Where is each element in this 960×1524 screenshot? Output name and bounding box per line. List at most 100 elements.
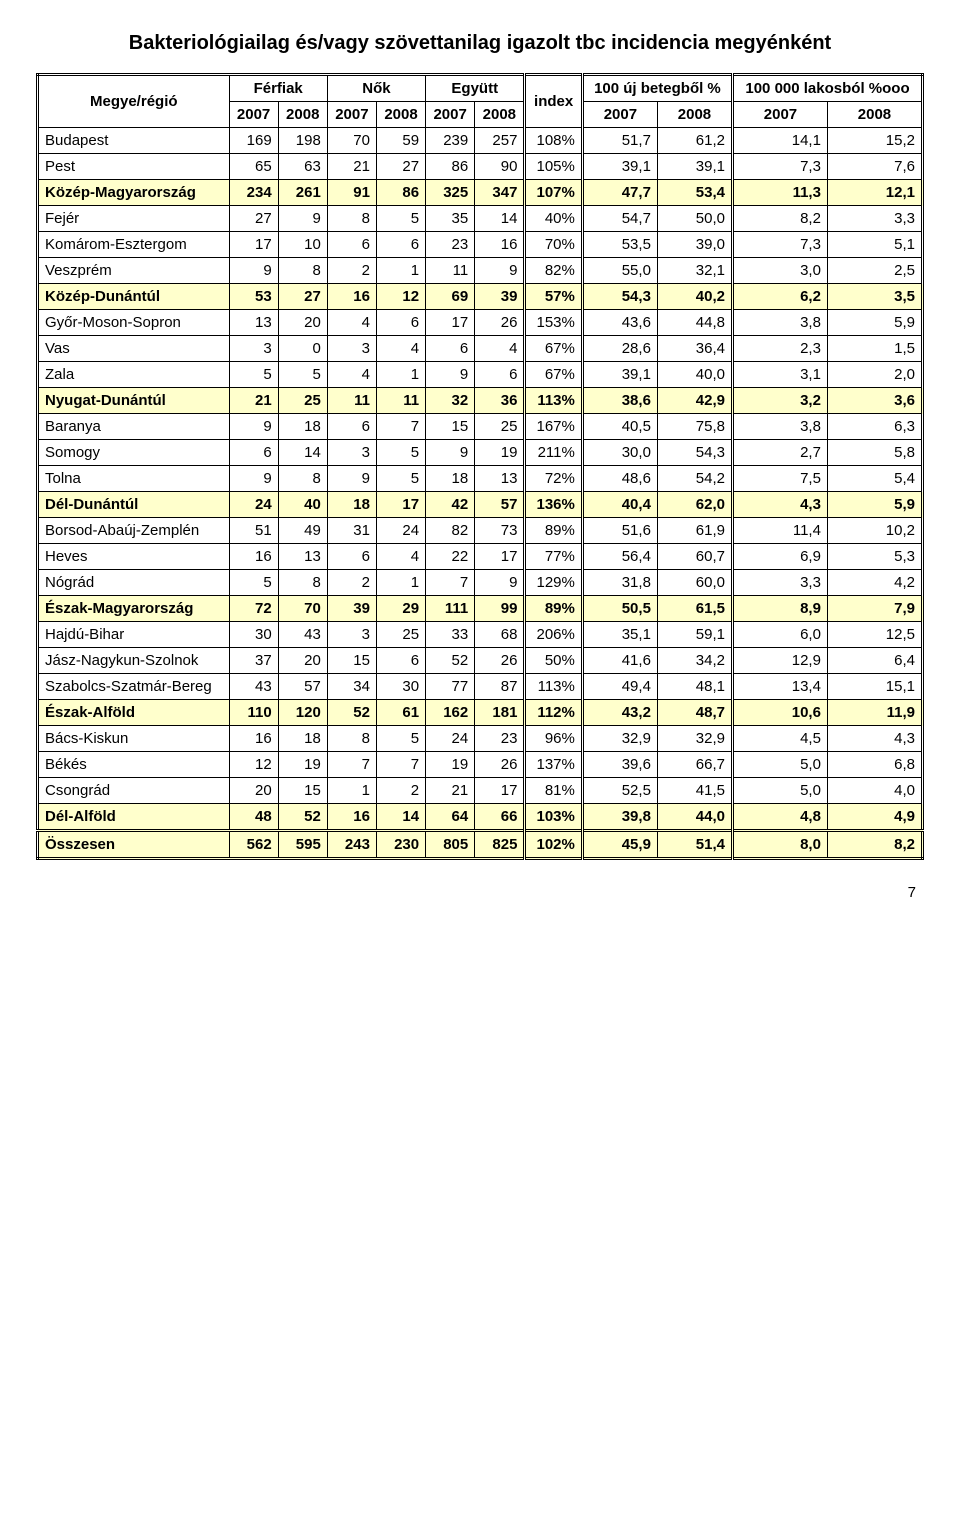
cell: 37 bbox=[229, 648, 278, 674]
cell: 239 bbox=[426, 128, 475, 154]
cell: 81% bbox=[525, 778, 582, 804]
cell: 17 bbox=[475, 544, 525, 570]
col-index: index bbox=[525, 75, 582, 128]
cell: 39,1 bbox=[582, 362, 657, 388]
cell: 27 bbox=[229, 206, 278, 232]
cell: 60,0 bbox=[657, 570, 732, 596]
cell: 3,5 bbox=[827, 284, 922, 310]
cell: 50% bbox=[525, 648, 582, 674]
cell: 18 bbox=[426, 466, 475, 492]
cell: 50,0 bbox=[657, 206, 732, 232]
cell: 32,9 bbox=[657, 726, 732, 752]
cell: 41,5 bbox=[657, 778, 732, 804]
cell: 62,0 bbox=[657, 492, 732, 518]
cell: 12,5 bbox=[827, 622, 922, 648]
cell: 211% bbox=[525, 440, 582, 466]
cell: 39,1 bbox=[582, 154, 657, 180]
cell: 325 bbox=[426, 180, 475, 206]
cell: 261 bbox=[278, 180, 327, 206]
cell: 4 bbox=[327, 310, 376, 336]
cell: 1 bbox=[376, 258, 425, 284]
table-row: Fejér27985351440%54,750,08,23,3 bbox=[38, 206, 923, 232]
cell: 6 bbox=[376, 310, 425, 336]
cell: 4 bbox=[376, 336, 425, 362]
cell: 6,0 bbox=[733, 622, 828, 648]
cell: 25 bbox=[376, 622, 425, 648]
cell: 5,8 bbox=[827, 440, 922, 466]
row-label: Csongrád bbox=[38, 778, 230, 804]
col-nok: Nők bbox=[327, 75, 425, 102]
cell: 59,1 bbox=[657, 622, 732, 648]
cell: 11 bbox=[327, 388, 376, 414]
cell: 5 bbox=[376, 440, 425, 466]
cell: 7 bbox=[376, 752, 425, 778]
cell: 9 bbox=[229, 414, 278, 440]
cell: 34,2 bbox=[657, 648, 732, 674]
cell: 40,0 bbox=[657, 362, 732, 388]
cell: 40,4 bbox=[582, 492, 657, 518]
table-row: Bács-Kiskun161885242396%32,932,94,54,3 bbox=[38, 726, 923, 752]
cell: 136% bbox=[525, 492, 582, 518]
cell: 14 bbox=[278, 440, 327, 466]
cell: 40 bbox=[278, 492, 327, 518]
cell: 5 bbox=[376, 466, 425, 492]
row-label: Közép-Magyarország bbox=[38, 180, 230, 206]
col-year: 2007 bbox=[426, 102, 475, 128]
cell: 70 bbox=[278, 596, 327, 622]
cell: 29 bbox=[376, 596, 425, 622]
cell: 43 bbox=[278, 622, 327, 648]
table-row: Baranya918671525167%40,575,83,86,3 bbox=[38, 414, 923, 440]
cell: 243 bbox=[327, 831, 376, 859]
cell: 52,5 bbox=[582, 778, 657, 804]
cell: 6 bbox=[475, 362, 525, 388]
cell: 3,8 bbox=[733, 414, 828, 440]
cell: 63 bbox=[278, 154, 327, 180]
cell: 562 bbox=[229, 831, 278, 859]
table-row: Észak-Alföld1101205261162181112%43,248,7… bbox=[38, 700, 923, 726]
cell: 9 bbox=[327, 466, 376, 492]
cell: 9 bbox=[278, 206, 327, 232]
cell: 32 bbox=[426, 388, 475, 414]
cell: 13,4 bbox=[733, 674, 828, 700]
col-year: 2007 bbox=[229, 102, 278, 128]
cell: 36 bbox=[475, 388, 525, 414]
cell: 169 bbox=[229, 128, 278, 154]
cell: 54,3 bbox=[657, 440, 732, 466]
cell: 3,0 bbox=[733, 258, 828, 284]
cell: 67% bbox=[525, 362, 582, 388]
cell: 61 bbox=[376, 700, 425, 726]
table-row: Budapest1691987059239257108%51,761,214,1… bbox=[38, 128, 923, 154]
cell: 825 bbox=[475, 831, 525, 859]
cell: 72% bbox=[525, 466, 582, 492]
cell: 6,3 bbox=[827, 414, 922, 440]
cell: 12,9 bbox=[733, 648, 828, 674]
cell: 6 bbox=[376, 232, 425, 258]
col-year: 2007 bbox=[582, 102, 657, 128]
cell: 36,4 bbox=[657, 336, 732, 362]
cell: 28,6 bbox=[582, 336, 657, 362]
cell: 4,9 bbox=[827, 804, 922, 831]
cell: 9 bbox=[229, 258, 278, 284]
cell: 3,6 bbox=[827, 388, 922, 414]
cell: 18 bbox=[278, 726, 327, 752]
cell: 5,9 bbox=[827, 310, 922, 336]
cell: 10,6 bbox=[733, 700, 828, 726]
cell: 26 bbox=[475, 648, 525, 674]
cell: 59 bbox=[376, 128, 425, 154]
cell: 3,1 bbox=[733, 362, 828, 388]
cell: 11 bbox=[426, 258, 475, 284]
cell: 60,7 bbox=[657, 544, 732, 570]
cell: 35,1 bbox=[582, 622, 657, 648]
cell: 53,5 bbox=[582, 232, 657, 258]
cell: 11,9 bbox=[827, 700, 922, 726]
cell: 61,9 bbox=[657, 518, 732, 544]
cell: 15 bbox=[426, 414, 475, 440]
cell: 2,7 bbox=[733, 440, 828, 466]
cell: 10,2 bbox=[827, 518, 922, 544]
cell: 19 bbox=[278, 752, 327, 778]
cell: 103% bbox=[525, 804, 582, 831]
cell: 31,8 bbox=[582, 570, 657, 596]
cell: 23 bbox=[475, 726, 525, 752]
cell: 21 bbox=[229, 388, 278, 414]
cell: 20 bbox=[278, 648, 327, 674]
